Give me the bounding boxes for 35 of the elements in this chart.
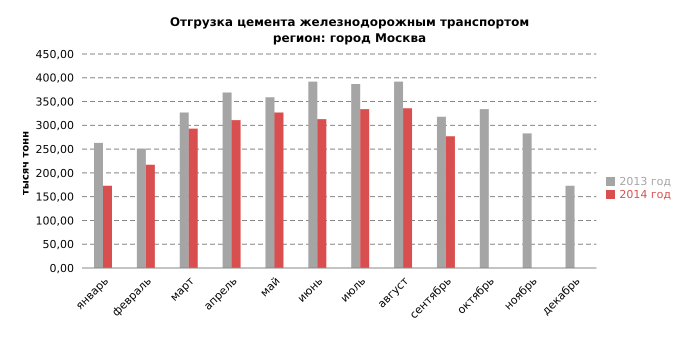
y-tick-label: 400,00 (36, 72, 74, 85)
bar (146, 164, 155, 268)
bar (188, 128, 198, 268)
bar (222, 92, 232, 268)
y-tick-label: 0,00 (50, 262, 74, 275)
bar (522, 133, 532, 268)
bar (394, 82, 404, 268)
bar (136, 148, 146, 268)
bar (274, 112, 284, 268)
bar (360, 109, 370, 268)
legend-label: 2014 год (619, 188, 671, 201)
bar (94, 142, 103, 268)
y-tick-label: 100,00 (36, 214, 74, 228)
legend-label: 2013 год (619, 175, 671, 188)
y-tick-label: 350,00 (36, 95, 74, 108)
bar (436, 116, 446, 268)
bar (265, 97, 274, 268)
chart-title: Отгрузка цемента железнодорожным транспортом регион: город Москва (168, 14, 530, 46)
y-axis-title: тысяч тонн (20, 130, 32, 196)
y-tick-label: 250,00 (36, 143, 74, 156)
bar (180, 112, 189, 268)
y-tick-label: 50,00 (42, 238, 74, 252)
bar (566, 186, 575, 268)
bar (103, 186, 112, 268)
bar (480, 109, 489, 268)
y-tick-label: 450,00 (36, 48, 74, 61)
bar (308, 82, 318, 268)
bar (317, 119, 326, 268)
bar (446, 136, 455, 268)
bar (232, 120, 241, 268)
y-tick-label: 200,00 (36, 166, 74, 180)
bar (403, 108, 412, 268)
y-tick-label: 300,00 (36, 119, 74, 132)
bar (351, 84, 360, 268)
y-tick-label: 150,00 (36, 190, 74, 204)
